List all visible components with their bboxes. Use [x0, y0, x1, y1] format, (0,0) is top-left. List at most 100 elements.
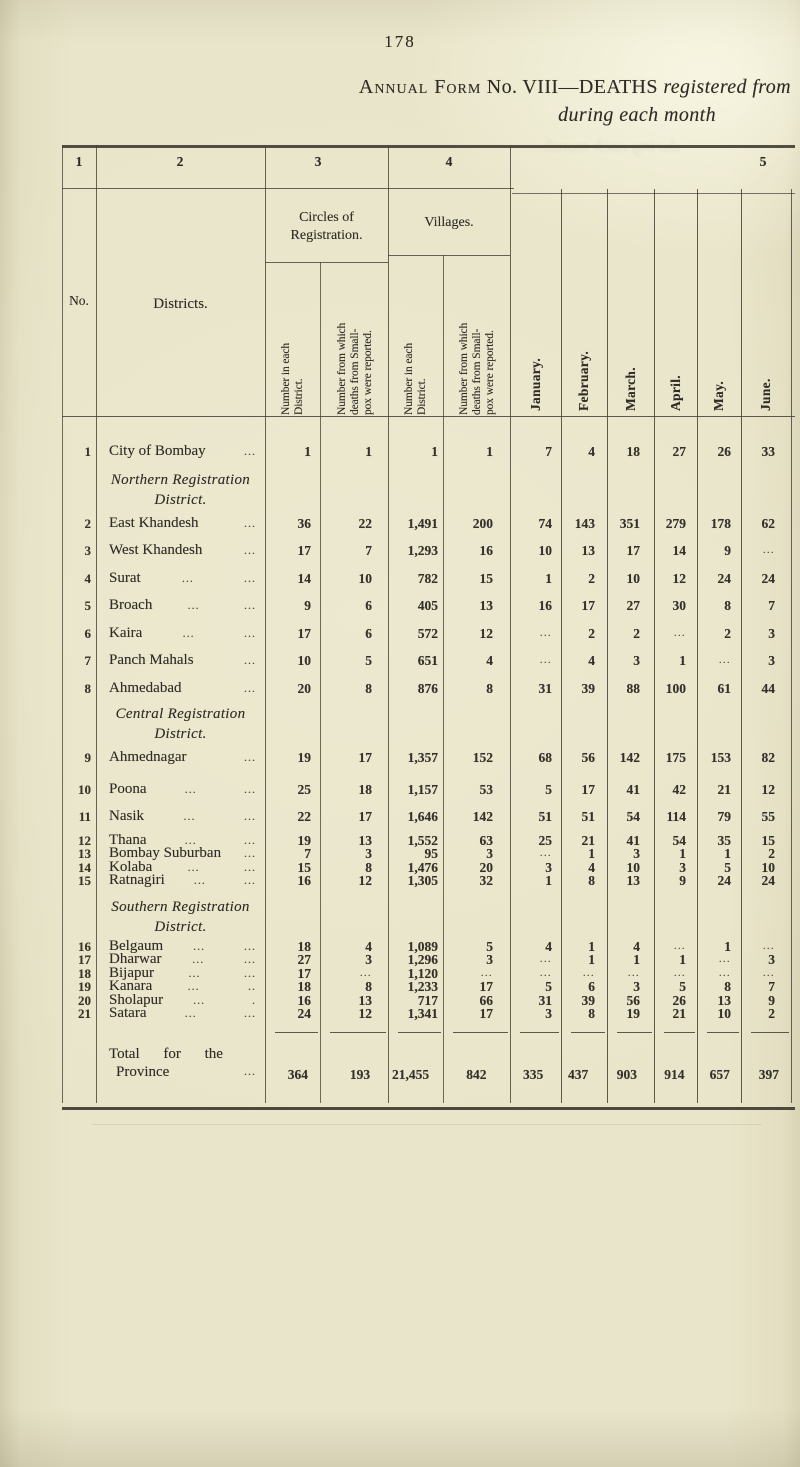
circles-smallpox-cell: 18	[358, 781, 373, 797]
january-cell: ...	[540, 848, 552, 859]
dot-leader: ..	[248, 980, 256, 993]
column-number-2: 2	[176, 154, 184, 169]
total-label-line1: Total for the	[109, 1046, 223, 1062]
table-rule-horizontal	[751, 1032, 789, 1034]
district-name-cell: Dharwar......	[96, 953, 265, 967]
january-cell: 1	[545, 570, 552, 586]
district-name-cell: Poona......	[96, 776, 265, 804]
total-february: 437	[567, 1067, 589, 1082]
table-row: 17 Dharwar...... 27 3 1,296 3... 1 1 1... 3	[62, 953, 795, 967]
table-rule-horizontal	[92, 1124, 762, 1125]
table-row: 1 City of Bombay... 1 1 1 1 7 4 18 27 26 33	[62, 438, 795, 466]
dot-leader: ...	[187, 860, 200, 874]
table-rule-vertical	[654, 189, 656, 1103]
villages-number-cell: 1,120	[407, 965, 438, 981]
circles-smallpox-cell: 12	[358, 1006, 373, 1021]
april-cell: 1	[679, 952, 686, 967]
april-cell: 3	[679, 859, 686, 875]
april-cell: 9	[679, 873, 686, 888]
dot-leader: ...	[244, 847, 256, 860]
circles-smallpox-cell: 22	[358, 515, 373, 531]
district-name: Kanara	[109, 980, 153, 994]
month-header-april-line: April.	[667, 375, 683, 411]
circles-number-cell: 7	[304, 846, 311, 861]
june-cell: 10	[761, 859, 776, 875]
row-number: 12	[78, 832, 91, 848]
circles-smallpox-cell: 8	[365, 680, 372, 696]
villages-smallpox-cell: 4	[486, 653, 493, 668]
june-cell: 3	[768, 952, 775, 967]
june-cell: 2	[768, 1006, 775, 1021]
villages-smallpox-cell: 13	[479, 598, 494, 613]
villages-number-cell: 1,476	[407, 859, 438, 875]
table-rule-vertical	[320, 262, 321, 1103]
district-name: Dharwar	[109, 953, 162, 967]
district-name-cell: Thana......	[96, 834, 265, 848]
circles-number-cell: 25	[297, 781, 312, 797]
may-cell: ...	[719, 954, 731, 965]
circles-number-cell: 19	[297, 750, 312, 765]
february-cell: 39	[581, 680, 596, 696]
table-rule-horizontal	[520, 1032, 559, 1034]
total-circles-smallpox: 193	[349, 1067, 371, 1082]
villages-smallpox-cell: ...	[481, 967, 493, 979]
registration-district-heading-line: District.	[154, 726, 207, 742]
february-cell: 1	[588, 952, 595, 967]
march-cell: 18	[626, 444, 641, 459]
june-cell: 9	[768, 992, 775, 1008]
villages-number-cell: 651	[417, 653, 438, 668]
dot-leader: ...	[187, 598, 200, 612]
april-cell: 100	[665, 680, 686, 696]
villages-smallpox-cell: 53	[479, 781, 494, 797]
villages-number-cell: 1,305	[407, 873, 438, 888]
villages-number-cell: 1,233	[407, 979, 438, 994]
total-january: 335	[523, 1067, 544, 1082]
total-label: Total for the Province...	[96, 1046, 265, 1081]
february-cell: 4	[588, 859, 595, 875]
table-row: 21 Satara...... 24 12 1,341 17 3 8 19 21 10 2	[62, 1007, 795, 1021]
january-cell: ...	[540, 627, 552, 639]
registration-district-heading-line: Southern Registration	[111, 898, 250, 915]
may-cell: 24	[717, 570, 732, 586]
month-header-january: January.	[528, 325, 544, 411]
february-cell: 56	[581, 750, 596, 765]
district-name: Broach	[109, 597, 153, 613]
may-cell: ...	[719, 967, 731, 979]
district-name: East Khandesh	[109, 514, 199, 531]
april-cell: 114	[666, 809, 686, 824]
subheader-circles-number-in-district-line: Number in each	[279, 342, 292, 415]
villages-number-cell: 1,341	[407, 1006, 438, 1021]
district-name-cell: Bijapur......	[96, 967, 265, 981]
april-cell: 27	[672, 444, 687, 459]
dot-leader: ...	[244, 809, 256, 823]
january-cell: 74	[538, 515, 553, 531]
may-cell: 10	[717, 1006, 732, 1021]
january-cell: ...	[540, 967, 552, 979]
dot-leader: ...	[244, 860, 257, 874]
row-number: 11	[78, 809, 91, 824]
dot-leader: ...	[187, 980, 200, 993]
villages-number-cell: 1	[431, 444, 438, 459]
january-cell: 5	[545, 979, 552, 994]
circles-smallpox-cell: 8	[365, 859, 372, 875]
dot-leader: ...	[244, 1007, 257, 1020]
table-row: 13 Bombay Suburban... 7 3 95 3... 1 3 1 1 2	[62, 847, 795, 861]
january-cell: 16	[538, 598, 553, 613]
villages-smallpox-cell: 17	[479, 979, 494, 994]
circles-number-cell: 24	[297, 1006, 312, 1021]
villages-number-cell: 572	[417, 625, 438, 641]
february-cell: 21	[581, 832, 596, 848]
total-values: 364 193 21,455 842 335 437 903 914 657 3…	[265, 1041, 795, 1093]
june-cell: 2	[768, 846, 775, 861]
dot-leader: ...	[244, 781, 256, 796]
circles-smallpox-cell: 6	[365, 598, 372, 613]
page-number: 178	[384, 32, 416, 51]
villages-smallpox-cell: 12	[479, 625, 494, 641]
row-number: 9	[84, 750, 92, 765]
april-cell: ...	[674, 940, 686, 952]
january-cell: 31	[538, 992, 553, 1008]
march-cell: 351	[619, 515, 640, 531]
month-header-may-line: May.	[711, 380, 726, 411]
dot-leader: ...	[182, 625, 195, 640]
registration-district-heading: Southern Registration District.	[96, 897, 265, 937]
